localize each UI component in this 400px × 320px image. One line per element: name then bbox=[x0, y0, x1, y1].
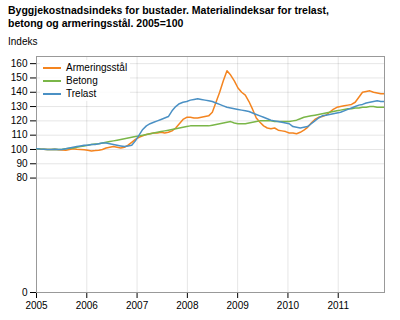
svg-text:80: 80 bbox=[16, 172, 28, 183]
svg-text:130: 130 bbox=[11, 101, 28, 112]
html-text:betong og armeringsstål. 2005=: betong og armeringsstål. 2005=100 bbox=[8, 17, 184, 29]
svg-text:2008: 2008 bbox=[176, 300, 199, 311]
svg-text:0: 0 bbox=[22, 287, 28, 298]
svg-text:110: 110 bbox=[12, 129, 28, 140]
html-text:Betong: Betong bbox=[66, 75, 98, 86]
html-text:Byggjekostnadsindeks for busta: Byggjekostnadsindeks for bustader. Mater… bbox=[8, 4, 329, 16]
svg-text:120: 120 bbox=[11, 115, 28, 126]
svg-text:2010: 2010 bbox=[277, 300, 300, 311]
svg-text:140: 140 bbox=[11, 86, 28, 97]
svg-text:2007: 2007 bbox=[126, 300, 149, 311]
svg-text:90: 90 bbox=[16, 158, 28, 169]
svg-text:160: 160 bbox=[11, 58, 28, 69]
html-text:Trelast: Trelast bbox=[66, 88, 97, 99]
svg-text:2006: 2006 bbox=[76, 300, 99, 311]
svg-text:150: 150 bbox=[11, 72, 28, 83]
svg-text:2009: 2009 bbox=[227, 300, 250, 311]
html-text:Armeringsstål: Armeringsstål bbox=[66, 62, 128, 73]
svg-text:2011: 2011 bbox=[327, 300, 349, 311]
svg-text:2005: 2005 bbox=[25, 300, 48, 311]
html-text:Indeks: Indeks bbox=[8, 36, 38, 47]
svg-text:100: 100 bbox=[11, 144, 28, 155]
